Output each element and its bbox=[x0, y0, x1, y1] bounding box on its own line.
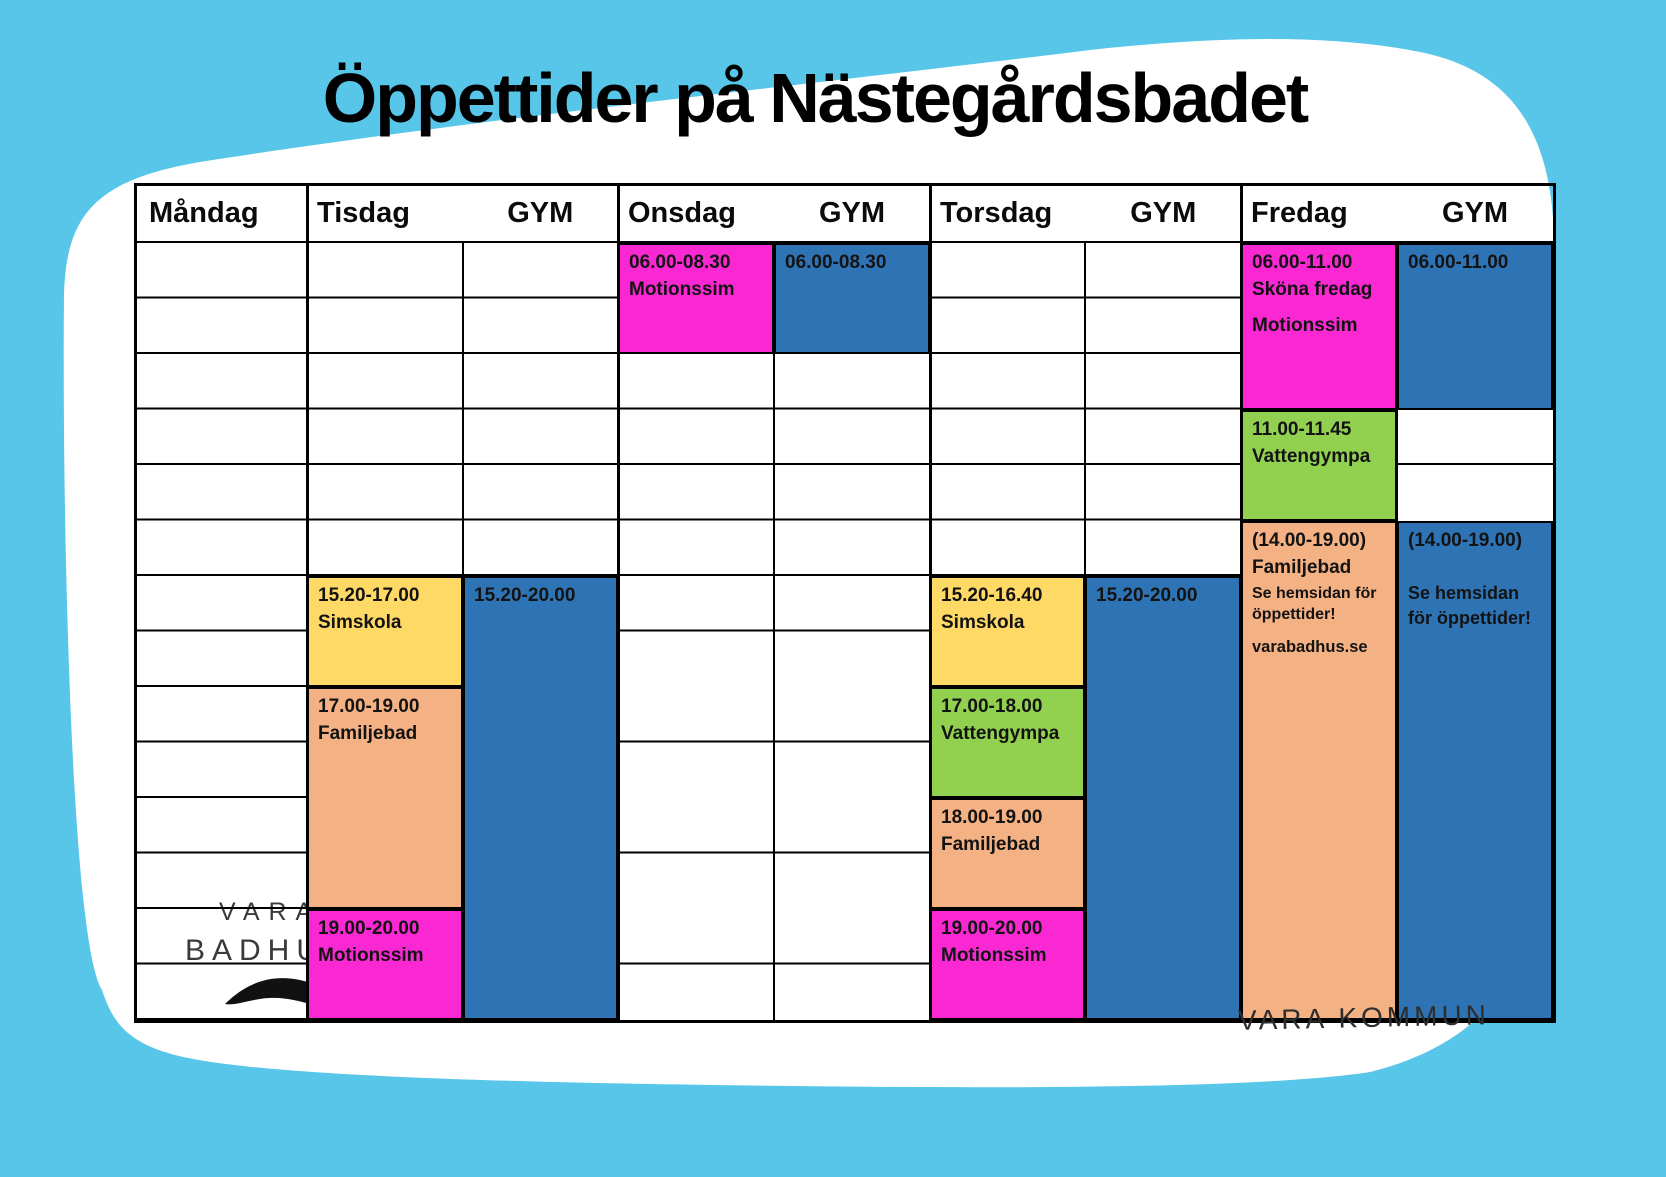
event-note: Se hemsidan för öppettider! bbox=[1252, 584, 1377, 623]
grid-line bbox=[1397, 463, 1553, 465]
event-time: 06.00-08.30 bbox=[629, 252, 731, 273]
event-wednesday-motionssim: 06.00-08.30 Motionssim bbox=[618, 243, 774, 354]
header-wednesday-group: Onsdag GYM bbox=[618, 186, 930, 243]
header-gym-label: GYM bbox=[1130, 197, 1197, 229]
grid-lines bbox=[930, 243, 1085, 576]
event-thursday-simskola: 15.20-16.40 Simskola bbox=[930, 576, 1085, 687]
event-friday-gym-afternoon: (14.00-19.00) Se hemsidan för öppettider… bbox=[1397, 520, 1553, 1020]
event-tuesday-gym: 15.20-20.00 bbox=[463, 576, 618, 1020]
grid-lines bbox=[618, 354, 774, 576]
event-label: Motionssim bbox=[941, 945, 1047, 966]
event-thursday-vattengympa: 17.00-18.00 Vattengympa bbox=[930, 687, 1085, 798]
header-day-label: Fredag bbox=[1251, 197, 1348, 229]
header-day-label: Torsdag bbox=[940, 197, 1053, 229]
event-time: 19.00-20.00 bbox=[318, 918, 420, 939]
header-monday: Måndag bbox=[137, 186, 307, 243]
grid-lines bbox=[774, 576, 930, 1020]
header-day-label: Tisdag bbox=[317, 197, 410, 229]
event-time: 15.20-20.00 bbox=[474, 585, 576, 606]
event-time: (14.00-19.00) bbox=[1252, 529, 1367, 551]
header-divider-line bbox=[137, 241, 1553, 243]
event-label: Simskola bbox=[318, 612, 402, 633]
event-time: 18.00-19.00 bbox=[941, 807, 1043, 828]
event-label: Vattengympa bbox=[941, 723, 1060, 744]
event-friday-gym-morning: 06.00-11.00 bbox=[1397, 243, 1553, 410]
header-gym-label: GYM bbox=[507, 197, 574, 229]
event-time: 19.00-20.00 bbox=[941, 918, 1043, 939]
event-friday-motionssim: 06.00-11.00 Sköna fredag Motionssim bbox=[1241, 243, 1397, 410]
event-label: Motionssim bbox=[1252, 315, 1358, 336]
header-gym-label: GYM bbox=[818, 197, 886, 229]
event-thursday-familjebad: 18.00-19.00 Familjebad bbox=[930, 798, 1085, 909]
event-tuesday-simskola: 15.20-17.00 Simskola bbox=[307, 576, 463, 687]
website-text: varabadhus.se bbox=[1252, 637, 1368, 656]
event-time: 15.20-16.40 bbox=[941, 585, 1043, 606]
event-time: 11.00-11.45 bbox=[1252, 418, 1352, 440]
header-tuesday-group: Tisdag GYM bbox=[307, 186, 618, 243]
grid-lines bbox=[137, 243, 307, 1020]
event-label: Motionssim bbox=[629, 279, 735, 300]
event-label: Sköna fredag bbox=[1252, 279, 1373, 300]
event-friday-vattengympa: 11.00-11.45 Vattengympa bbox=[1241, 409, 1397, 521]
schedule-table: Måndag Tisdag GYM Onsdag GYM Torsdag GYM… bbox=[134, 183, 1556, 1023]
header-gym-label: GYM bbox=[1441, 197, 1509, 229]
event-thursday-gym: 15.20-20.00 bbox=[1085, 576, 1241, 1020]
header-day-label: Onsdag bbox=[628, 197, 736, 229]
event-time: 17.00-19.00 bbox=[318, 696, 420, 717]
event-label: Familjebad bbox=[941, 834, 1041, 855]
header-day-label: Måndag bbox=[149, 197, 259, 229]
grid-lines bbox=[774, 354, 930, 576]
event-time: (14.00-19.00) bbox=[1408, 529, 1523, 551]
grid-lines bbox=[618, 576, 774, 1020]
event-time: 17.00-18.00 bbox=[941, 696, 1043, 717]
event-time: 15.20-20.00 bbox=[1096, 585, 1198, 606]
event-time: 15.20-17.00 bbox=[318, 585, 420, 606]
header-friday-group: Fredag GYM bbox=[1241, 186, 1553, 243]
event-friday-familjebad: (14.00-19.00) Familjebad Se hemsidan för… bbox=[1241, 520, 1397, 1020]
grid-lines bbox=[1085, 243, 1241, 576]
grid-lines bbox=[307, 243, 463, 576]
event-thursday-motionssim: 19.00-20.00 Motionssim bbox=[930, 909, 1085, 1020]
event-label: Familjebad bbox=[1252, 556, 1352, 578]
page-title: Öppettider på Nästegårdsbadet bbox=[322, 59, 1309, 137]
event-label: Familjebad bbox=[318, 723, 418, 744]
event-label: Vattengympa bbox=[1252, 445, 1371, 467]
event-time: 06.00-08.30 bbox=[785, 252, 887, 273]
header-thursday-group: Torsdag GYM bbox=[930, 186, 1241, 243]
event-time: 06.00-11.00 bbox=[1408, 252, 1509, 273]
event-note: Se hemsidan för öppettider! bbox=[1408, 582, 1531, 628]
event-tuesday-familjebad: 17.00-19.00 Familjebad bbox=[307, 687, 463, 909]
grid-lines bbox=[463, 243, 618, 576]
event-label: Simskola bbox=[941, 612, 1025, 633]
event-label: Motionssim bbox=[318, 945, 424, 966]
event-tuesday-motionssim: 19.00-20.00 Motionssim bbox=[307, 909, 463, 1020]
event-time: 06.00-11.00 bbox=[1252, 252, 1353, 273]
vara-kommun-logo: VARA KOMMUN bbox=[1237, 999, 1491, 1036]
event-wednesday-gym: 06.00-08.30 bbox=[774, 243, 930, 354]
